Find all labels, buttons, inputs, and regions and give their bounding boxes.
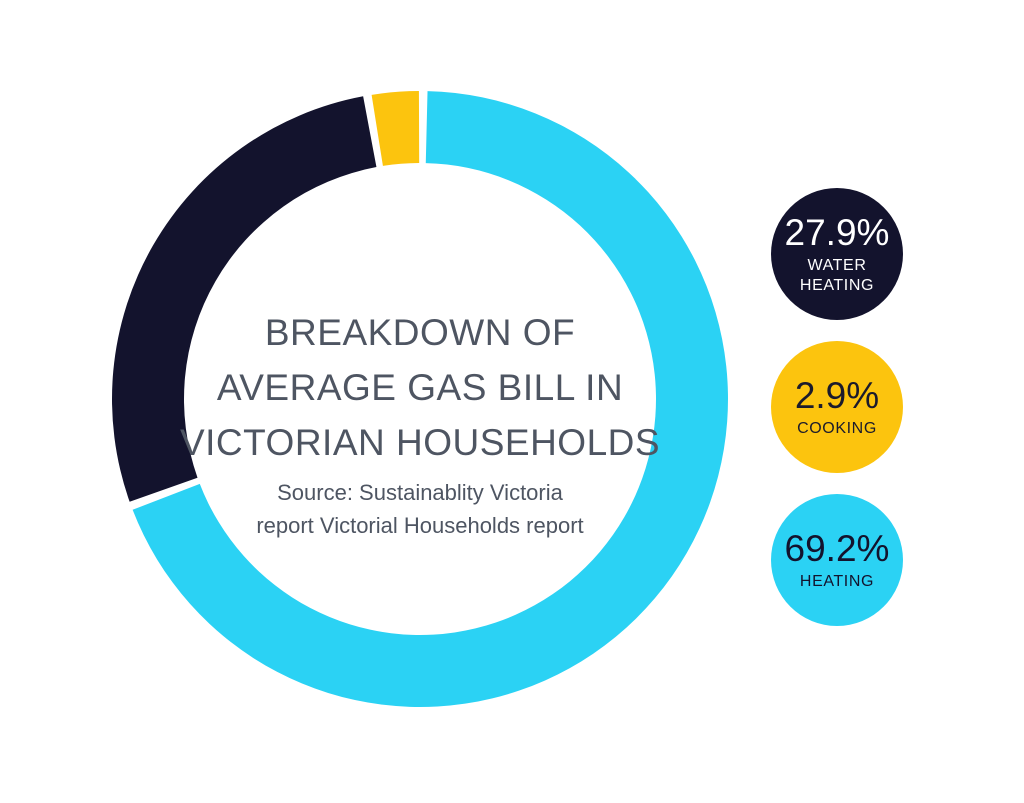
chart-title: BREAKDOWN OF AVERAGE GAS BILL IN VICTORI…: [160, 305, 680, 470]
legend-badge-cooking: 2.9% COOKING: [771, 341, 903, 473]
legend-value-cooking: 2.9%: [794, 374, 880, 416]
donut-segment-water-heating: [112, 96, 377, 502]
chart-source: Source: Sustainablity Victoria report Vi…: [160, 476, 680, 542]
legend: 27.9% WATER HEATING 2.9% COOKING 69.2% H…: [771, 188, 903, 626]
legend-label-water-heating: WATER HEATING: [799, 256, 875, 294]
donut-segment-cooking: [371, 91, 420, 166]
legend-badge-water-heating: 27.9% WATER HEATING: [771, 188, 903, 320]
legend-label-heating: HEATING: [799, 572, 875, 590]
donut-center-text: BREAKDOWN OF AVERAGE GAS BILL IN VICTORI…: [160, 305, 680, 542]
chart-title-line: BREAKDOWN OF: [264, 312, 576, 353]
chart-source-line: Source: Sustainablity Victoria: [277, 480, 563, 505]
legend-value-water-heating: 27.9%: [784, 211, 890, 253]
chart-source-line: report Victorial Households report: [256, 513, 584, 538]
chart-title-line: AVERAGE GAS BILL IN: [216, 367, 624, 408]
chart-title-line: VICTORIAN HOUSEHOLDS: [179, 422, 661, 463]
legend-badge-heating: 69.2% HEATING: [771, 494, 903, 626]
legend-label-cooking: COOKING: [797, 419, 877, 437]
legend-value-heating: 69.2%: [784, 527, 890, 569]
